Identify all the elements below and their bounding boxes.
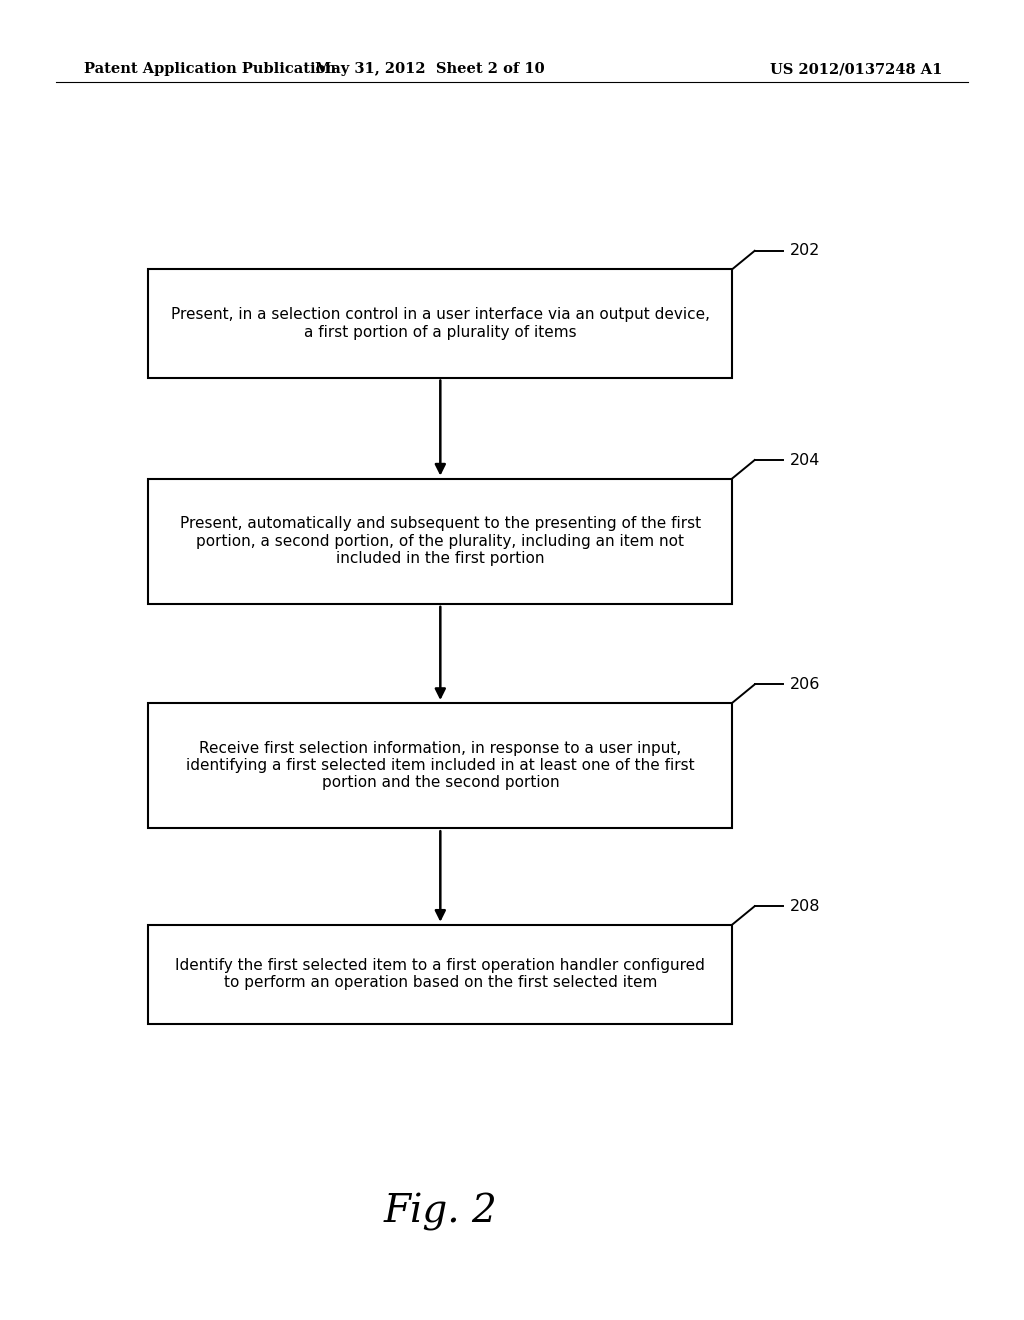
Bar: [148, 702, 732, 829]
Text: Present, automatically and subsequent to the presenting of the first
portion, a : Present, automatically and subsequent to…: [180, 516, 700, 566]
Bar: [148, 479, 732, 605]
Text: Fig. 2: Fig. 2: [383, 1193, 498, 1230]
Text: 204: 204: [790, 453, 820, 467]
Text: 206: 206: [790, 677, 820, 692]
Bar: [148, 924, 732, 1024]
Text: Patent Application Publication: Patent Application Publication: [84, 62, 336, 77]
Text: Receive first selection information, in response to a user input,
identifying a : Receive first selection information, in …: [186, 741, 694, 791]
Text: Identify the first selected item to a first operation handler configured
to perf: Identify the first selected item to a fi…: [175, 958, 706, 990]
Bar: [148, 269, 732, 378]
Text: May 31, 2012  Sheet 2 of 10: May 31, 2012 Sheet 2 of 10: [315, 62, 545, 77]
Text: 202: 202: [790, 243, 820, 259]
Text: US 2012/0137248 A1: US 2012/0137248 A1: [770, 62, 942, 77]
Text: Present, in a selection control in a user interface via an output device,
a firs: Present, in a selection control in a use…: [171, 308, 710, 339]
Text: 208: 208: [790, 899, 820, 913]
